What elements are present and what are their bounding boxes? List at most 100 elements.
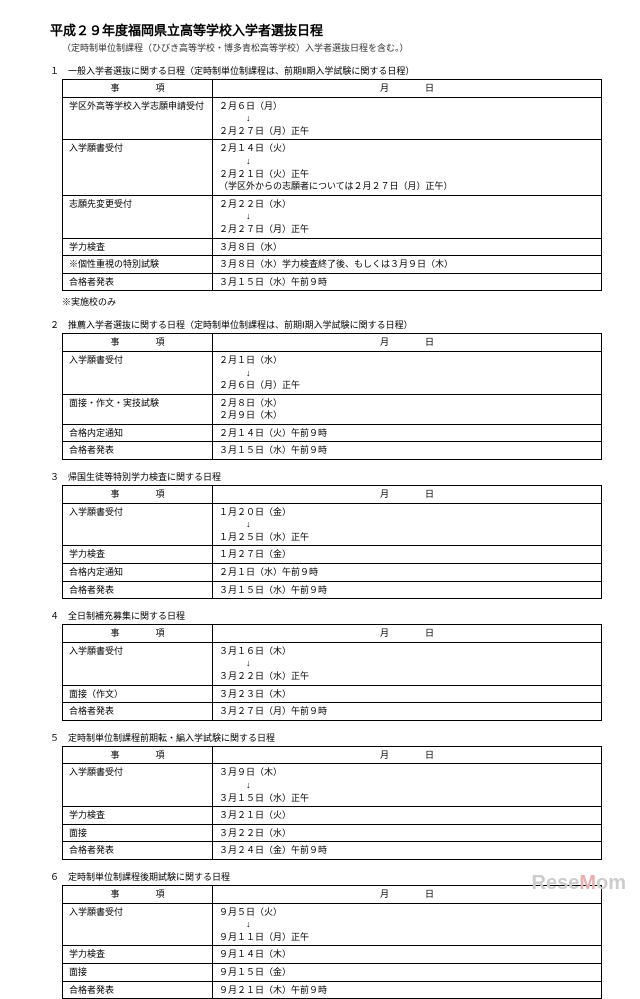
cell-item: 学力検査 bbox=[63, 238, 213, 256]
section-title: ２ 推薦入学者選抜に関する日程（定時制単位制課程は、前期Ⅰ期入学試験に関する日程… bbox=[50, 318, 590, 331]
cell-item: 合格者発表 bbox=[63, 442, 213, 460]
cell-date: ２月２２日（水） ↓ ２月２７日（月）正午 bbox=[213, 195, 602, 238]
section-title: ４ 全日制補充募集に関する日程 bbox=[50, 609, 590, 622]
table-row: 入学願書受付２月１日（水） ↓ ２月６日（月）正午 bbox=[63, 351, 602, 394]
schedule-table: 事 項月 日入学願書受付３月１６日（木） ↓ ３月２２日（水）正午面接（作文）３… bbox=[62, 624, 602, 721]
cell-item: 学力検査 bbox=[63, 546, 213, 564]
table-row: 合格内定通知２月１４日（火）午前９時 bbox=[63, 424, 602, 442]
header-date: 月 日 bbox=[213, 334, 602, 352]
cell-date: ３月２２日（水） bbox=[213, 824, 602, 842]
table-row: 面接・作文・実技試験２月８日（水） ２月９日（木） bbox=[63, 394, 602, 424]
cell-date: ２月１日（水） ↓ ２月６日（月）正午 bbox=[213, 351, 602, 394]
cell-date: ３月２７日（月）午前９時 bbox=[213, 703, 602, 721]
cell-item: 入学願書受付 bbox=[63, 140, 213, 195]
schedule-table: 事 項月 日入学願書受付９月５日（火） ↓ ９月１１日（月）正午学力検査９月１４… bbox=[62, 885, 602, 999]
header-item: 事 項 bbox=[63, 625, 213, 643]
cell-item: 合格者発表 bbox=[63, 581, 213, 599]
cell-item: 面接 bbox=[63, 824, 213, 842]
table-row: 合格者発表３月２４日（金）午前９時 bbox=[63, 842, 602, 860]
header-date: 月 日 bbox=[213, 746, 602, 764]
cell-date: １月２７日（金） bbox=[213, 546, 602, 564]
cell-item: 入学願書受付 bbox=[63, 642, 213, 685]
table-row: 合格者発表３月１５日（水）午前９時 bbox=[63, 581, 602, 599]
cell-item: 学力検査 bbox=[63, 807, 213, 825]
cell-date: ９月２１日（木）午前９時 bbox=[213, 981, 602, 999]
cell-item: ※個性重視の特別試験 bbox=[63, 256, 213, 274]
cell-item: 学力検査 bbox=[63, 946, 213, 964]
cell-item: 面接（作文） bbox=[63, 685, 213, 703]
table-row: ※個性重視の特別試験３月８日（水）学力検査終了後、もしくは３月９日（木） bbox=[63, 256, 602, 274]
table-row: 学力検査３月２１日（火） bbox=[63, 807, 602, 825]
cell-date: ３月８日（水） bbox=[213, 238, 602, 256]
table-row: 面接（作文）３月２３日（木） bbox=[63, 685, 602, 703]
header-date: 月 日 bbox=[213, 486, 602, 504]
cell-item: 入学願書受付 bbox=[63, 503, 213, 546]
watermark: ReseMom bbox=[532, 872, 626, 895]
cell-date: ３月２４日（金）午前９時 bbox=[213, 842, 602, 860]
table-row: 学力検査９月１４日（木） bbox=[63, 946, 602, 964]
cell-item: 面接 bbox=[63, 963, 213, 981]
schedule-table: 事 項月 日入学願書受付２月１日（水） ↓ ２月６日（月）正午面接・作文・実技試… bbox=[62, 333, 602, 460]
table-row: 入学願書受付３月９日（木） ↓ ３月１５日（水）正午 bbox=[63, 764, 602, 807]
table-row: 面接９月１５日（金） bbox=[63, 963, 602, 981]
cell-item: 学区外高等学校入学志願申請受付 bbox=[63, 97, 213, 140]
header-date: 月 日 bbox=[213, 625, 602, 643]
table-row: 面接３月２２日（水） bbox=[63, 824, 602, 842]
section-note: ※実施校のみ bbox=[62, 295, 590, 308]
cell-date: ９月１５日（金） bbox=[213, 963, 602, 981]
cell-item: 合格者発表 bbox=[63, 273, 213, 291]
section-title: ３ 帰国生徒等特別学力検査に関する日程 bbox=[50, 470, 590, 483]
header-item: 事 項 bbox=[63, 334, 213, 352]
section-title: ５ 定時制単位制課程前期転・編入学試験に関する日程 bbox=[50, 731, 590, 744]
cell-date: ３月１５日（水）午前９時 bbox=[213, 581, 602, 599]
cell-date: ３月９日（木） ↓ ３月１５日（水）正午 bbox=[213, 764, 602, 807]
cell-date: ９月１４日（木） bbox=[213, 946, 602, 964]
cell-date: ２月８日（水） ２月９日（木） bbox=[213, 394, 602, 424]
table-row: 合格内定通知２月１日（水）午前９時 bbox=[63, 564, 602, 582]
table-row: 合格者発表３月１５日（水）午前９時 bbox=[63, 273, 602, 291]
cell-item: 入学願書受付 bbox=[63, 764, 213, 807]
header-item: 事 項 bbox=[63, 486, 213, 504]
cell-date: ３月１５日（水）午前９時 bbox=[213, 273, 602, 291]
cell-item: 入学願書受付 bbox=[63, 903, 213, 946]
cell-item: 合格内定通知 bbox=[63, 424, 213, 442]
table-row: 学区外高等学校入学志願申請受付２月６日（月） ↓ ２月２７日（月）正午 bbox=[63, 97, 602, 140]
cell-item: 志願先変更受付 bbox=[63, 195, 213, 238]
cell-date: ２月６日（月） ↓ ２月２７日（月）正午 bbox=[213, 97, 602, 140]
table-row: 合格者発表３月２７日（月）午前９時 bbox=[63, 703, 602, 721]
cell-item: 面接・作文・実技試験 bbox=[63, 394, 213, 424]
cell-date: ９月５日（火） ↓ ９月１１日（月）正午 bbox=[213, 903, 602, 946]
header-date: 月 日 bbox=[213, 80, 602, 98]
cell-date: ２月１日（水）午前９時 bbox=[213, 564, 602, 582]
table-row: 入学願書受付２月１４日（火） ↓ ２月２１日（火）正午 （学区外からの志願者につ… bbox=[63, 140, 602, 195]
table-row: 合格者発表９月２１日（木）午前９時 bbox=[63, 981, 602, 999]
schedule-table: 事 項月 日入学願書受付１月２０日（金） ↓ １月２５日（水）正午学力検査１月２… bbox=[62, 485, 602, 599]
cell-date: ２月１４日（火）午前９時 bbox=[213, 424, 602, 442]
table-row: 志願先変更受付２月２２日（水） ↓ ２月２７日（月）正午 bbox=[63, 195, 602, 238]
cell-date: ３月１５日（水）午前９時 bbox=[213, 442, 602, 460]
schedule-table: 事 項月 日入学願書受付３月９日（木） ↓ ３月１５日（水）正午学力検査３月２１… bbox=[62, 746, 602, 860]
table-row: 学力検査３月８日（水） bbox=[63, 238, 602, 256]
cell-date: ３月２１日（火） bbox=[213, 807, 602, 825]
section-title: １ 一般入学者選抜に関する日程（定時制単位制課程は、前期Ⅱ期入学試験に関する日程… bbox=[50, 64, 590, 77]
cell-item: 合格内定通知 bbox=[63, 564, 213, 582]
cell-date: １月２０日（金） ↓ １月２５日（水）正午 bbox=[213, 503, 602, 546]
cell-item: 合格者発表 bbox=[63, 842, 213, 860]
cell-date: ３月１６日（木） ↓ ３月２２日（水）正午 bbox=[213, 642, 602, 685]
header-item: 事 項 bbox=[63, 885, 213, 903]
cell-date: ３月８日（水）学力検査終了後、もしくは３月９日（木） bbox=[213, 256, 602, 274]
page-subtitle: （定時制単位制課程（ひびき高等学校・博多青松高等学校）入学者選抜日程を含む。） bbox=[62, 41, 590, 54]
table-row: 入学願書受付１月２０日（金） ↓ １月２５日（水）正午 bbox=[63, 503, 602, 546]
table-row: 入学願書受付９月５日（火） ↓ ９月１１日（月）正午 bbox=[63, 903, 602, 946]
cell-item: 入学願書受付 bbox=[63, 351, 213, 394]
page-title: 平成２９年度福岡県立高等学校入学者選抜日程 bbox=[50, 20, 590, 39]
cell-item: 合格者発表 bbox=[63, 981, 213, 999]
cell-date: ２月１４日（火） ↓ ２月２１日（火）正午 （学区外からの志願者については２月２… bbox=[213, 140, 602, 195]
schedule-table: 事 項月 日学区外高等学校入学志願申請受付２月６日（月） ↓ ２月２７日（月）正… bbox=[62, 79, 602, 291]
table-row: 入学願書受付３月１６日（木） ↓ ３月２２日（水）正午 bbox=[63, 642, 602, 685]
cell-item: 合格者発表 bbox=[63, 703, 213, 721]
section-title: ６ 定時制単位制課程後期試験に関する日程 bbox=[50, 870, 590, 883]
header-item: 事 項 bbox=[63, 746, 213, 764]
header-item: 事 項 bbox=[63, 80, 213, 98]
cell-date: ３月２３日（木） bbox=[213, 685, 602, 703]
